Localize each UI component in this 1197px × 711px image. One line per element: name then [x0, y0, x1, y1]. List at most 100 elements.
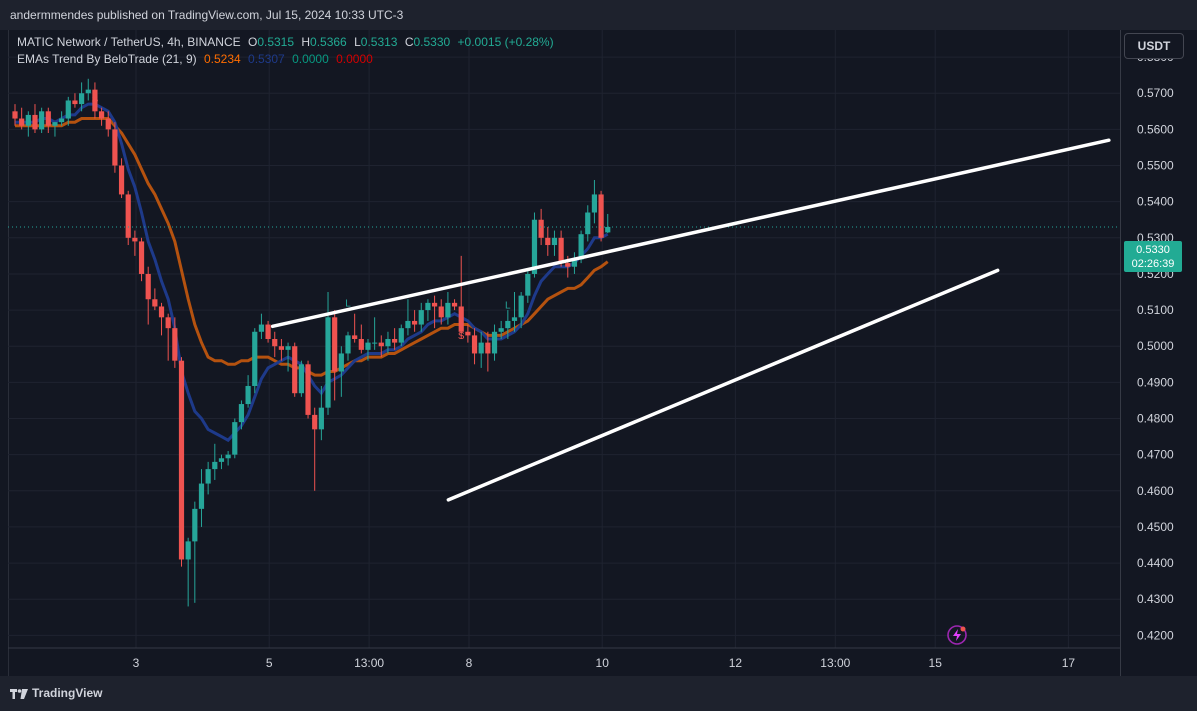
- candle-body: [298, 364, 304, 394]
- candle-body: [278, 346, 284, 350]
- candle: [298, 360, 304, 397]
- candle: [485, 331, 491, 372]
- candle: [545, 226, 551, 256]
- candle-body: [205, 469, 211, 484]
- candle-body: [598, 194, 604, 238]
- bottom-bar: [0, 676, 1197, 711]
- candle: [232, 418, 238, 459]
- candle: [65, 96, 71, 126]
- signal-marker: S: [458, 331, 465, 342]
- candle-body: [378, 342, 384, 347]
- candle-body: [338, 353, 344, 372]
- candle-body: [332, 317, 338, 372]
- candle: [478, 331, 484, 368]
- currency-button[interactable]: USDT: [1124, 33, 1184, 59]
- candle-body: [545, 237, 551, 246]
- candle-body: [571, 259, 578, 267]
- low-label: L: [354, 35, 361, 49]
- candle: [225, 451, 231, 466]
- candle-body: [398, 328, 404, 343]
- close-value: 0.5330: [413, 35, 451, 49]
- candle: [451, 299, 458, 311]
- indicator-title[interactable]: EMAs Trend By BeloTrade (21, 9): [17, 52, 197, 66]
- candle-body: [352, 335, 358, 339]
- candle-body: [525, 273, 531, 296]
- candle-body: [265, 324, 271, 339]
- indicator-value-1: 0.5234: [203, 52, 241, 66]
- candle: [158, 302, 165, 336]
- candle-body: [218, 458, 225, 462]
- signal-marker: S: [92, 94, 99, 105]
- candle: [132, 230, 138, 256]
- candle-body: [245, 385, 251, 405]
- change-value: +0.0015 (+0.28%): [457, 35, 554, 49]
- tradingview-brand[interactable]: TradingView: [10, 686, 102, 700]
- close-label: C: [404, 35, 414, 49]
- open-label: O: [247, 35, 258, 49]
- candle: [245, 375, 251, 408]
- candle: [491, 324, 498, 361]
- candle-body: [258, 324, 265, 332]
- candle: [332, 310, 338, 401]
- trendline[interactable]: [270, 138, 1111, 329]
- candle-body: [325, 317, 331, 408]
- candle-body: [585, 212, 591, 235]
- candle: [345, 331, 351, 361]
- signal-marker: L: [345, 298, 351, 309]
- candle-body: [558, 237, 564, 264]
- trendline[interactable]: [446, 268, 1000, 502]
- candle: [218, 454, 225, 470]
- candle-body: [192, 508, 198, 542]
- candle: [412, 310, 418, 332]
- candle-body: [538, 219, 544, 238]
- candle: [571, 252, 578, 274]
- x-tick-label: 12: [729, 656, 743, 670]
- candle: [418, 302, 424, 332]
- candle: [352, 313, 358, 343]
- ema-slow-line: [15, 117, 609, 377]
- candle: [378, 335, 384, 358]
- candle-body: [272, 339, 278, 347]
- candle-body: [45, 111, 51, 126]
- candle: [305, 360, 311, 419]
- candle-body: [418, 310, 424, 325]
- price-axis[interactable]: [1120, 30, 1197, 676]
- y-tick-label: 0.4800: [1137, 412, 1174, 426]
- x-tick-label: 8: [466, 656, 473, 670]
- candle: [265, 320, 271, 343]
- candle: [292, 342, 298, 397]
- candle: [85, 78, 91, 101]
- candle: [178, 357, 185, 567]
- y-tick-label: 0.5400: [1137, 195, 1174, 209]
- indicator-value-3: 0.0000: [292, 52, 329, 66]
- candle: [551, 230, 558, 256]
- candle: [278, 339, 284, 361]
- candle: [338, 346, 344, 397]
- candle-body: [445, 302, 451, 318]
- candle-body: [118, 165, 125, 195]
- indicator-legend: EMAs Trend By BeloTrade (21, 9) 0.5234 0…: [17, 52, 377, 66]
- candle: [39, 107, 45, 133]
- candle-body: [505, 320, 511, 329]
- symbol-title[interactable]: MATIC Network / TetherUS, 4h, BINANCE: [17, 35, 241, 49]
- candle-body: [52, 122, 58, 126]
- candle-body: [252, 331, 258, 386]
- candle: [365, 339, 371, 361]
- candle-body: [152, 299, 158, 307]
- candle: [358, 324, 364, 354]
- candle-body: [465, 331, 471, 336]
- candle-body: [72, 100, 78, 105]
- candle: [445, 292, 451, 325]
- indicator-value-2: 0.5307: [248, 52, 285, 66]
- lightning-icon[interactable]: [946, 624, 968, 646]
- candle-body: [198, 483, 205, 509]
- candle: [465, 324, 471, 343]
- candle-body: [165, 317, 171, 329]
- candle-body: [105, 118, 111, 130]
- candle-body: [39, 111, 45, 130]
- x-tick-label: 5: [266, 656, 273, 670]
- candle: [12, 104, 18, 126]
- candle-body: [405, 320, 411, 329]
- last-price-value: 0.5330: [1136, 244, 1170, 256]
